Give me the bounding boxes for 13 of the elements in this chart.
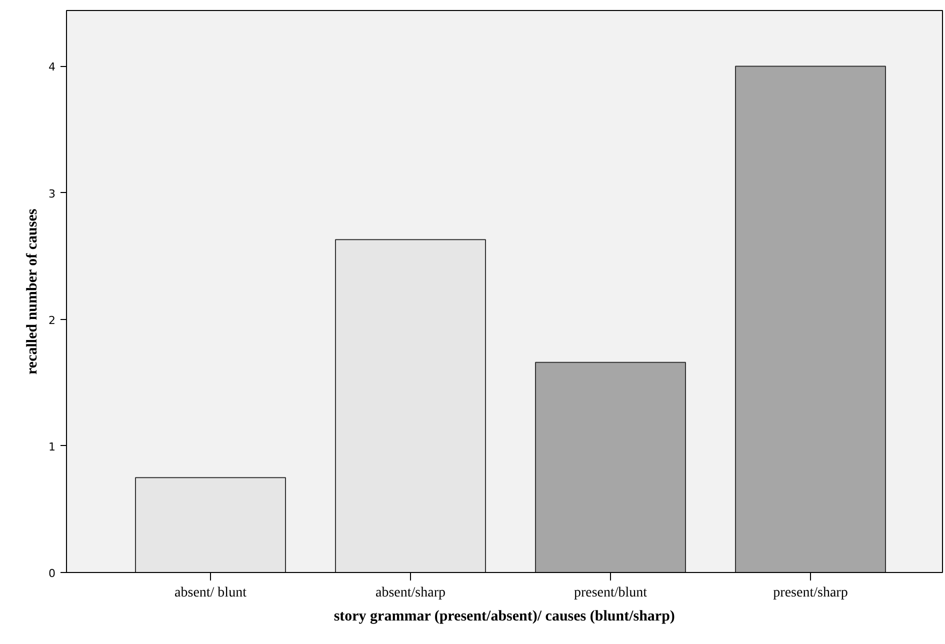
y-axis-title: recalled number of causes <box>24 208 40 374</box>
x-tick-label: absent/sharp <box>376 586 446 600</box>
x-tick-label: present/sharp <box>773 586 848 600</box>
bar <box>735 66 886 572</box>
y-tick-label: 0 <box>48 567 56 580</box>
x-axis-title: story grammar (present/absent)/ causes (blunt/sharp) <box>334 608 675 624</box>
y-tick-label: 4 <box>48 60 56 74</box>
y-tick-label: 3 <box>48 187 56 200</box>
x-tick-label: present/blunt <box>574 586 648 600</box>
x-tick-label: absent/ blunt <box>174 586 247 600</box>
y-tick-label: 2 <box>48 314 56 327</box>
y-tick-label: 1 <box>48 440 56 454</box>
bar <box>535 362 686 572</box>
